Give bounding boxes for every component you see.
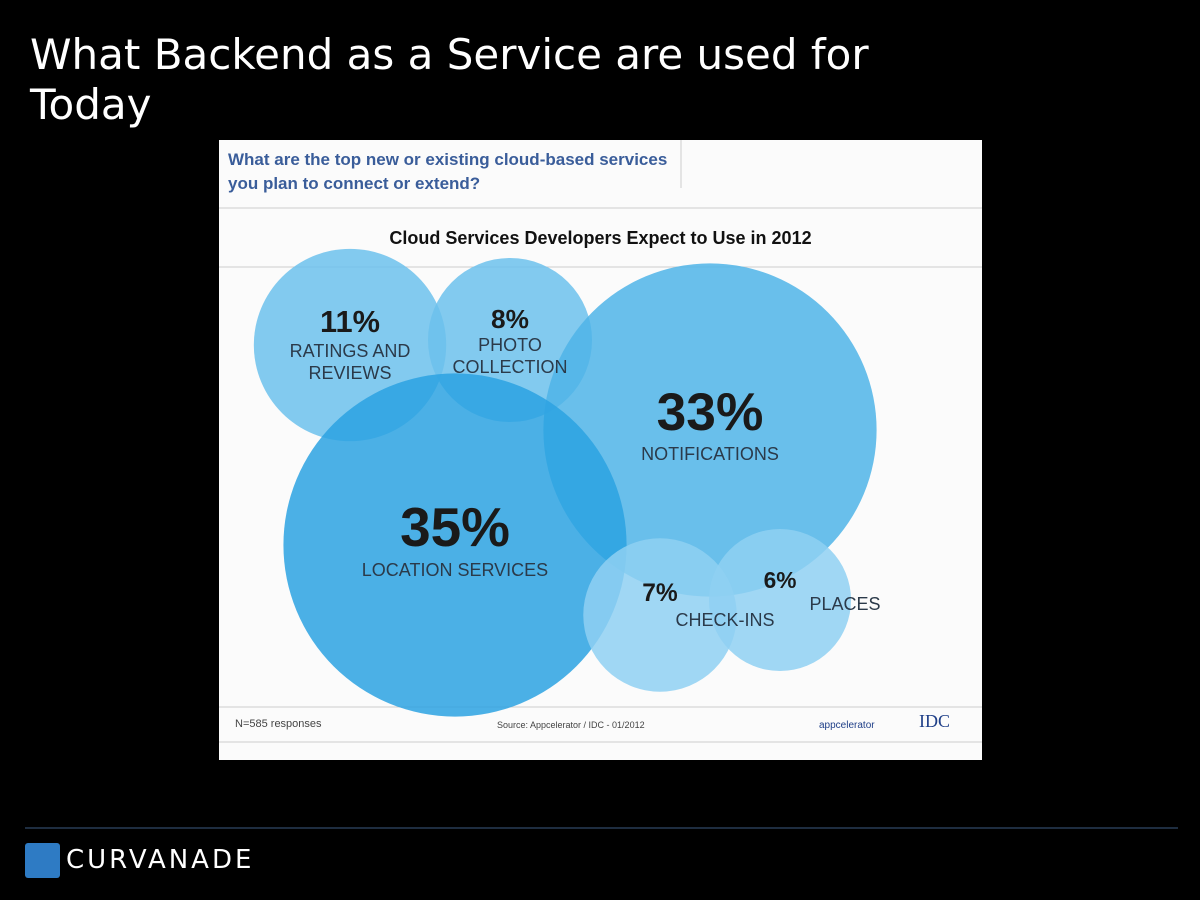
- bubble-label: 6% PLACES: [705, 567, 881, 615]
- bubble-label: 7% CHECK-INS: [585, 580, 774, 630]
- brand: CURVANADE: [66, 845, 255, 875]
- value-label: 33%: [656, 383, 764, 443]
- bubble: [283, 373, 627, 717]
- bubble: [543, 263, 877, 597]
- chart-title: Cloud Services Developers Expect to Use …: [389, 228, 812, 248]
- category-label: CHECK-INS: [675, 609, 775, 630]
- chart-panel: What are the top new or existing cloud-b…: [219, 140, 982, 760]
- category-label: PLACES: [809, 594, 881, 615]
- category-label: NOTIFICATIONS: [641, 444, 779, 465]
- logo: IDC: [919, 711, 950, 731]
- bubble: [583, 538, 737, 692]
- bubble-label: 8% PHOTO COLLECTION: [435, 304, 585, 378]
- bubble-label: 33% NOTIFICATIONS: [570, 382, 850, 465]
- value-label: 8%: [491, 303, 529, 334]
- bubble: [708, 528, 852, 672]
- value-label: 35%: [400, 495, 510, 558]
- bubble-label: 11% RATINGS AND REVIEWS: [275, 304, 425, 383]
- value-label: 11%: [320, 304, 380, 340]
- value-label: 7%: [642, 580, 678, 608]
- source: Source: Appcelerator / IDC - 01/2012: [497, 720, 645, 730]
- category-label: LOCATION SERVICES: [361, 559, 549, 580]
- category-label: PHOTO COLLECTION: [452, 334, 568, 377]
- bubble-label: 35% LOCATION SERVICES: [315, 496, 595, 581]
- chart: [219, 140, 982, 743]
- logo: appcelerator: [819, 720, 875, 731]
- value-label: 6%: [763, 567, 797, 594]
- category-label: RATINGS AND REVIEWS: [289, 340, 411, 383]
- note: N=585 responses: [235, 718, 322, 730]
- slide-title: What Backend as a Service are used for T…: [30, 30, 869, 129]
- question: What are the top new or existing cloud-b…: [228, 150, 668, 193]
- brand-icon: [25, 843, 60, 878]
